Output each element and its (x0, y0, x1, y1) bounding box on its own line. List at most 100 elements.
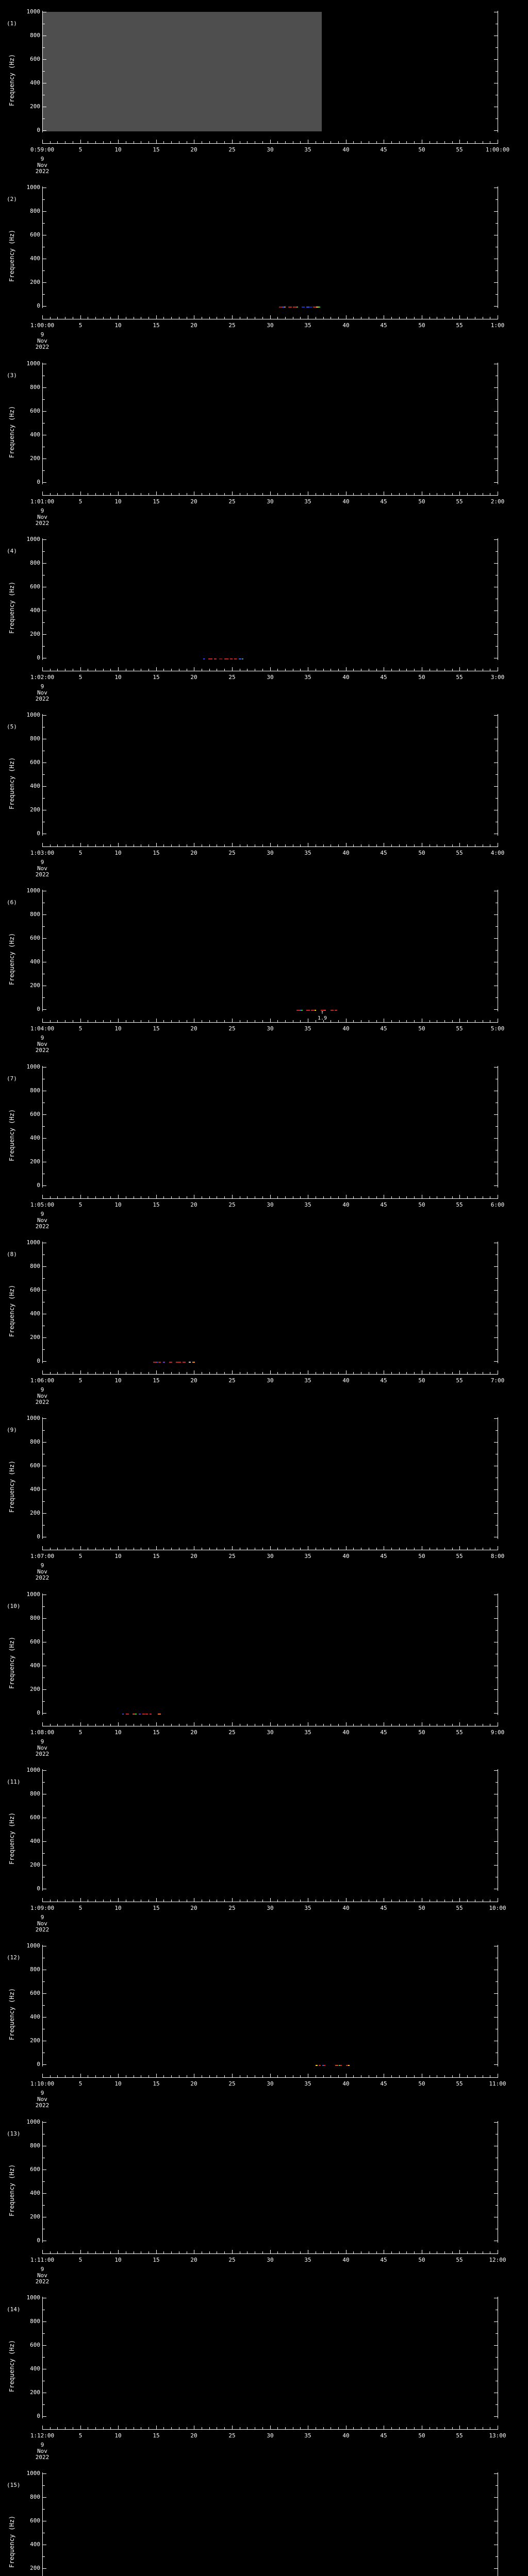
x-tick (376, 1548, 377, 1550)
y-tick (494, 2473, 498, 2474)
x-tick (277, 1548, 278, 1550)
y-tick-label: 400 (30, 783, 40, 789)
spectrogram-panel: (3) Frequency (Hz) 0 200 400 600 800 1000 5 10 15 2… (0, 352, 528, 528)
y-tick (43, 482, 46, 483)
y-tick-label: 600 (30, 56, 40, 62)
y-tick-label: 400 (30, 1838, 40, 1844)
x-tick (247, 844, 248, 846)
x-tick (118, 2250, 119, 2253)
x-tick (391, 844, 392, 846)
x-tick (103, 1900, 104, 1902)
y-tick (496, 1829, 498, 1830)
spectral-event-mark (142, 1714, 145, 1715)
y-tick-label: 200 (30, 2565, 40, 2571)
x-tick (270, 1722, 271, 1726)
y-tick-label: 200 (30, 1686, 40, 1692)
x-tick-label: 55 (456, 2432, 463, 2439)
x-tick-label: 20 (190, 674, 197, 681)
x-tick (171, 1724, 172, 1726)
x-tick-label: 50 (418, 1905, 425, 1911)
y-tick (43, 1713, 46, 1714)
x-tick-label: 55 (456, 498, 463, 505)
x-tick (376, 669, 377, 671)
y-axis-line (42, 714, 43, 836)
x-axis-line (42, 1022, 498, 1023)
x-tick-label: 10 (114, 1553, 122, 1560)
y-tick (496, 2509, 498, 2510)
x-tick (232, 1370, 233, 1374)
y-tick (494, 2568, 498, 2569)
x-tick-label: 10 (114, 1377, 122, 1384)
y-tick (494, 1770, 498, 1771)
date-label-line: Nov (37, 689, 47, 696)
spectrogram-panel: (6) Frequency (Hz) 0 200 400 600 800 1000 ↑ 1.9 5 1… (0, 879, 528, 1055)
x-tick-label: 45 (380, 1201, 387, 1208)
panel-index-label: (4) (7, 548, 17, 554)
x-tick (399, 2251, 400, 2253)
spectral-event-mark (302, 307, 305, 308)
x-tick (156, 1722, 157, 1726)
x-tick (338, 1900, 339, 1902)
x-tick (452, 1900, 453, 1902)
x-tick-label: 15 (153, 498, 160, 505)
x-axis-line (42, 2077, 498, 2078)
x-tick (459, 140, 460, 143)
x-tick (156, 140, 157, 143)
x-tick (376, 1372, 377, 1374)
x-tick-label: 50 (418, 850, 425, 856)
y-tick (43, 2017, 46, 2018)
y-tick (43, 1349, 45, 1350)
x-tick-label: 20 (190, 1729, 197, 1736)
x-tick (444, 2427, 445, 2429)
x-tick (103, 1372, 104, 1374)
x-tick (209, 1548, 210, 1550)
x-tick (262, 141, 263, 143)
y-tick (496, 551, 498, 552)
y-tick-label: 600 (30, 408, 40, 414)
y-tick-label: 200 (30, 1158, 40, 1165)
x-tick (118, 2074, 119, 2077)
y-axis-title: Frequency (Hz) (8, 581, 15, 634)
y-tick (494, 2193, 498, 2194)
y-tick (494, 1114, 498, 1115)
x-tick (353, 1548, 354, 1550)
y-tick (496, 294, 498, 295)
date-label-line: 9 (40, 2266, 44, 2273)
date-label-line: 9 (40, 1211, 44, 1217)
x-tick (80, 843, 81, 846)
x-tick (459, 667, 460, 671)
x-tick (209, 1020, 210, 1022)
x-tick (103, 669, 104, 671)
spectrogram-panel: (13) Frequency (Hz) 0 200 400 600 800 1000 5 10 15… (0, 2110, 528, 2286)
y-tick (494, 2321, 498, 2322)
x-tick (171, 1196, 172, 1198)
x-tick (391, 1196, 392, 1198)
x-tick-label: 10 (114, 322, 122, 329)
x-tick (110, 2427, 111, 2429)
x-tick (459, 1546, 460, 1550)
y-tick (43, 1138, 46, 1139)
x-axis-start-label: 1:12:00 (30, 2432, 55, 2439)
date-label-line: 9 (40, 683, 44, 690)
x-tick (262, 1724, 263, 1726)
y-tick (43, 2005, 45, 2006)
x-axis-line (42, 1198, 498, 1199)
x-tick (338, 669, 339, 671)
x-tick-label: 40 (342, 2257, 350, 2263)
x-axis-start-label: 0:59:00 (30, 146, 55, 153)
y-axis-line (42, 2297, 43, 2418)
x-tick (42, 1370, 43, 1374)
date-label-line: 2022 (35, 1047, 50, 1054)
x-tick (338, 1196, 339, 1198)
y-tick (496, 997, 498, 998)
y-tick-label: 1000 (26, 2294, 41, 2301)
x-tick (414, 493, 415, 495)
x-tick-label: 45 (380, 674, 387, 681)
x-tick (399, 669, 400, 671)
date-label-line: Nov (37, 514, 47, 520)
y-tick (494, 130, 498, 131)
x-tick (300, 317, 301, 319)
y-tick-label: 0 (37, 1885, 40, 1892)
x-tick (209, 1196, 210, 1198)
x-tick-label: 50 (418, 1201, 425, 1208)
